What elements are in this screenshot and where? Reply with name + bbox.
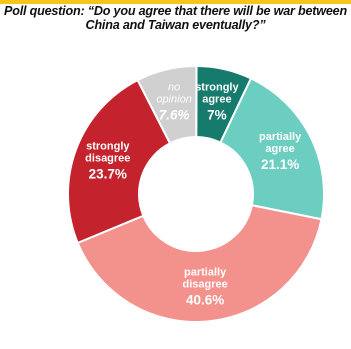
- slice-label-strongly-agree: strongly agree 7%: [195, 81, 239, 122]
- top-accent-rule: [0, 0, 351, 4]
- title-line-2: China and Taiwan eventually?”: [85, 18, 266, 32]
- donut-slice-partially-agree: [219, 77, 325, 221]
- poll-question-title: Poll question: “Do you agree that there …: [0, 4, 351, 32]
- donut-slice-no-opinion: [136, 65, 198, 145]
- slice-label-no-opinion: no opinion 7.6%: [156, 82, 191, 123]
- donut-slice-partially-disagree: [76, 204, 323, 323]
- slice-label-partially-agree: partially agree 21.1%: [259, 131, 302, 172]
- donut-slice-strongly-disagree: [67, 78, 172, 245]
- title-line-1: Poll question: “Do you agree that there …: [4, 4, 347, 18]
- slice-label-partially-disagree: partially disagree 40.6%: [182, 267, 227, 308]
- slice-label-strongly-disagree: strongly disagree 23.7%: [85, 141, 130, 182]
